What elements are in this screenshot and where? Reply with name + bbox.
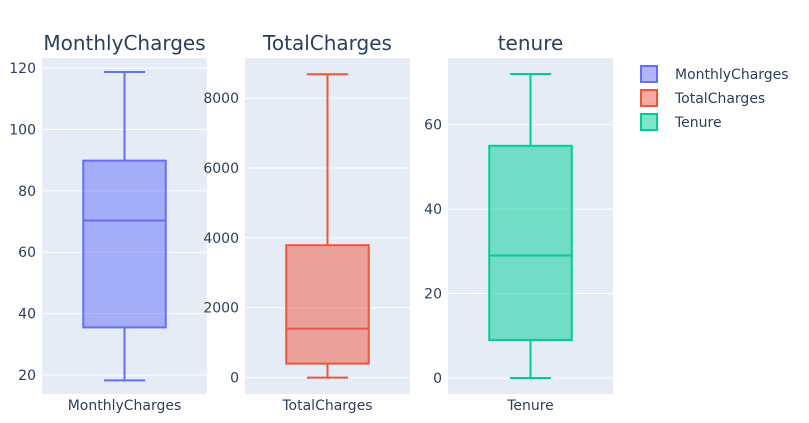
y-tick-label: 120 bbox=[9, 61, 36, 77]
iqr-box bbox=[285, 244, 370, 365]
x-category-label: TotalCharges bbox=[281, 398, 372, 414]
x-category-label: MonthlyCharges bbox=[68, 398, 182, 414]
x-category-label: Tenure bbox=[506, 398, 554, 414]
y-tick-label: 60 bbox=[18, 245, 36, 261]
y-tick-label: 40 bbox=[18, 307, 36, 323]
subplot-title: MonthlyCharges bbox=[43, 31, 205, 55]
y-tick-label: 4000 bbox=[203, 231, 239, 247]
y-tick-label: 8000 bbox=[203, 91, 239, 107]
legend-entry: MonthlyCharges bbox=[675, 67, 789, 83]
y-tick-label: 40 bbox=[424, 202, 442, 218]
legend-swatch bbox=[640, 65, 658, 83]
legend-swatch bbox=[640, 89, 658, 107]
y-tick-label: 20 bbox=[18, 368, 36, 384]
y-tick-label: 60 bbox=[424, 118, 442, 134]
legend-entry: TotalCharges bbox=[674, 91, 765, 107]
legend-entry: Tenure bbox=[674, 115, 722, 131]
y-tick-label: 6000 bbox=[203, 161, 239, 177]
y-tick-label: 100 bbox=[9, 122, 36, 138]
y-tick-label: 20 bbox=[424, 287, 442, 303]
subplot-title: tenure bbox=[498, 31, 564, 55]
legend-swatch bbox=[640, 113, 658, 131]
subplot-title: TotalCharges bbox=[262, 31, 392, 55]
iqr-box bbox=[488, 144, 573, 341]
y-tick-label: 2000 bbox=[203, 301, 239, 317]
iqr-box bbox=[82, 159, 167, 329]
y-tick-label: 0 bbox=[230, 371, 239, 387]
y-tick-label: 0 bbox=[433, 371, 442, 387]
y-tick-label: 80 bbox=[18, 184, 36, 200]
